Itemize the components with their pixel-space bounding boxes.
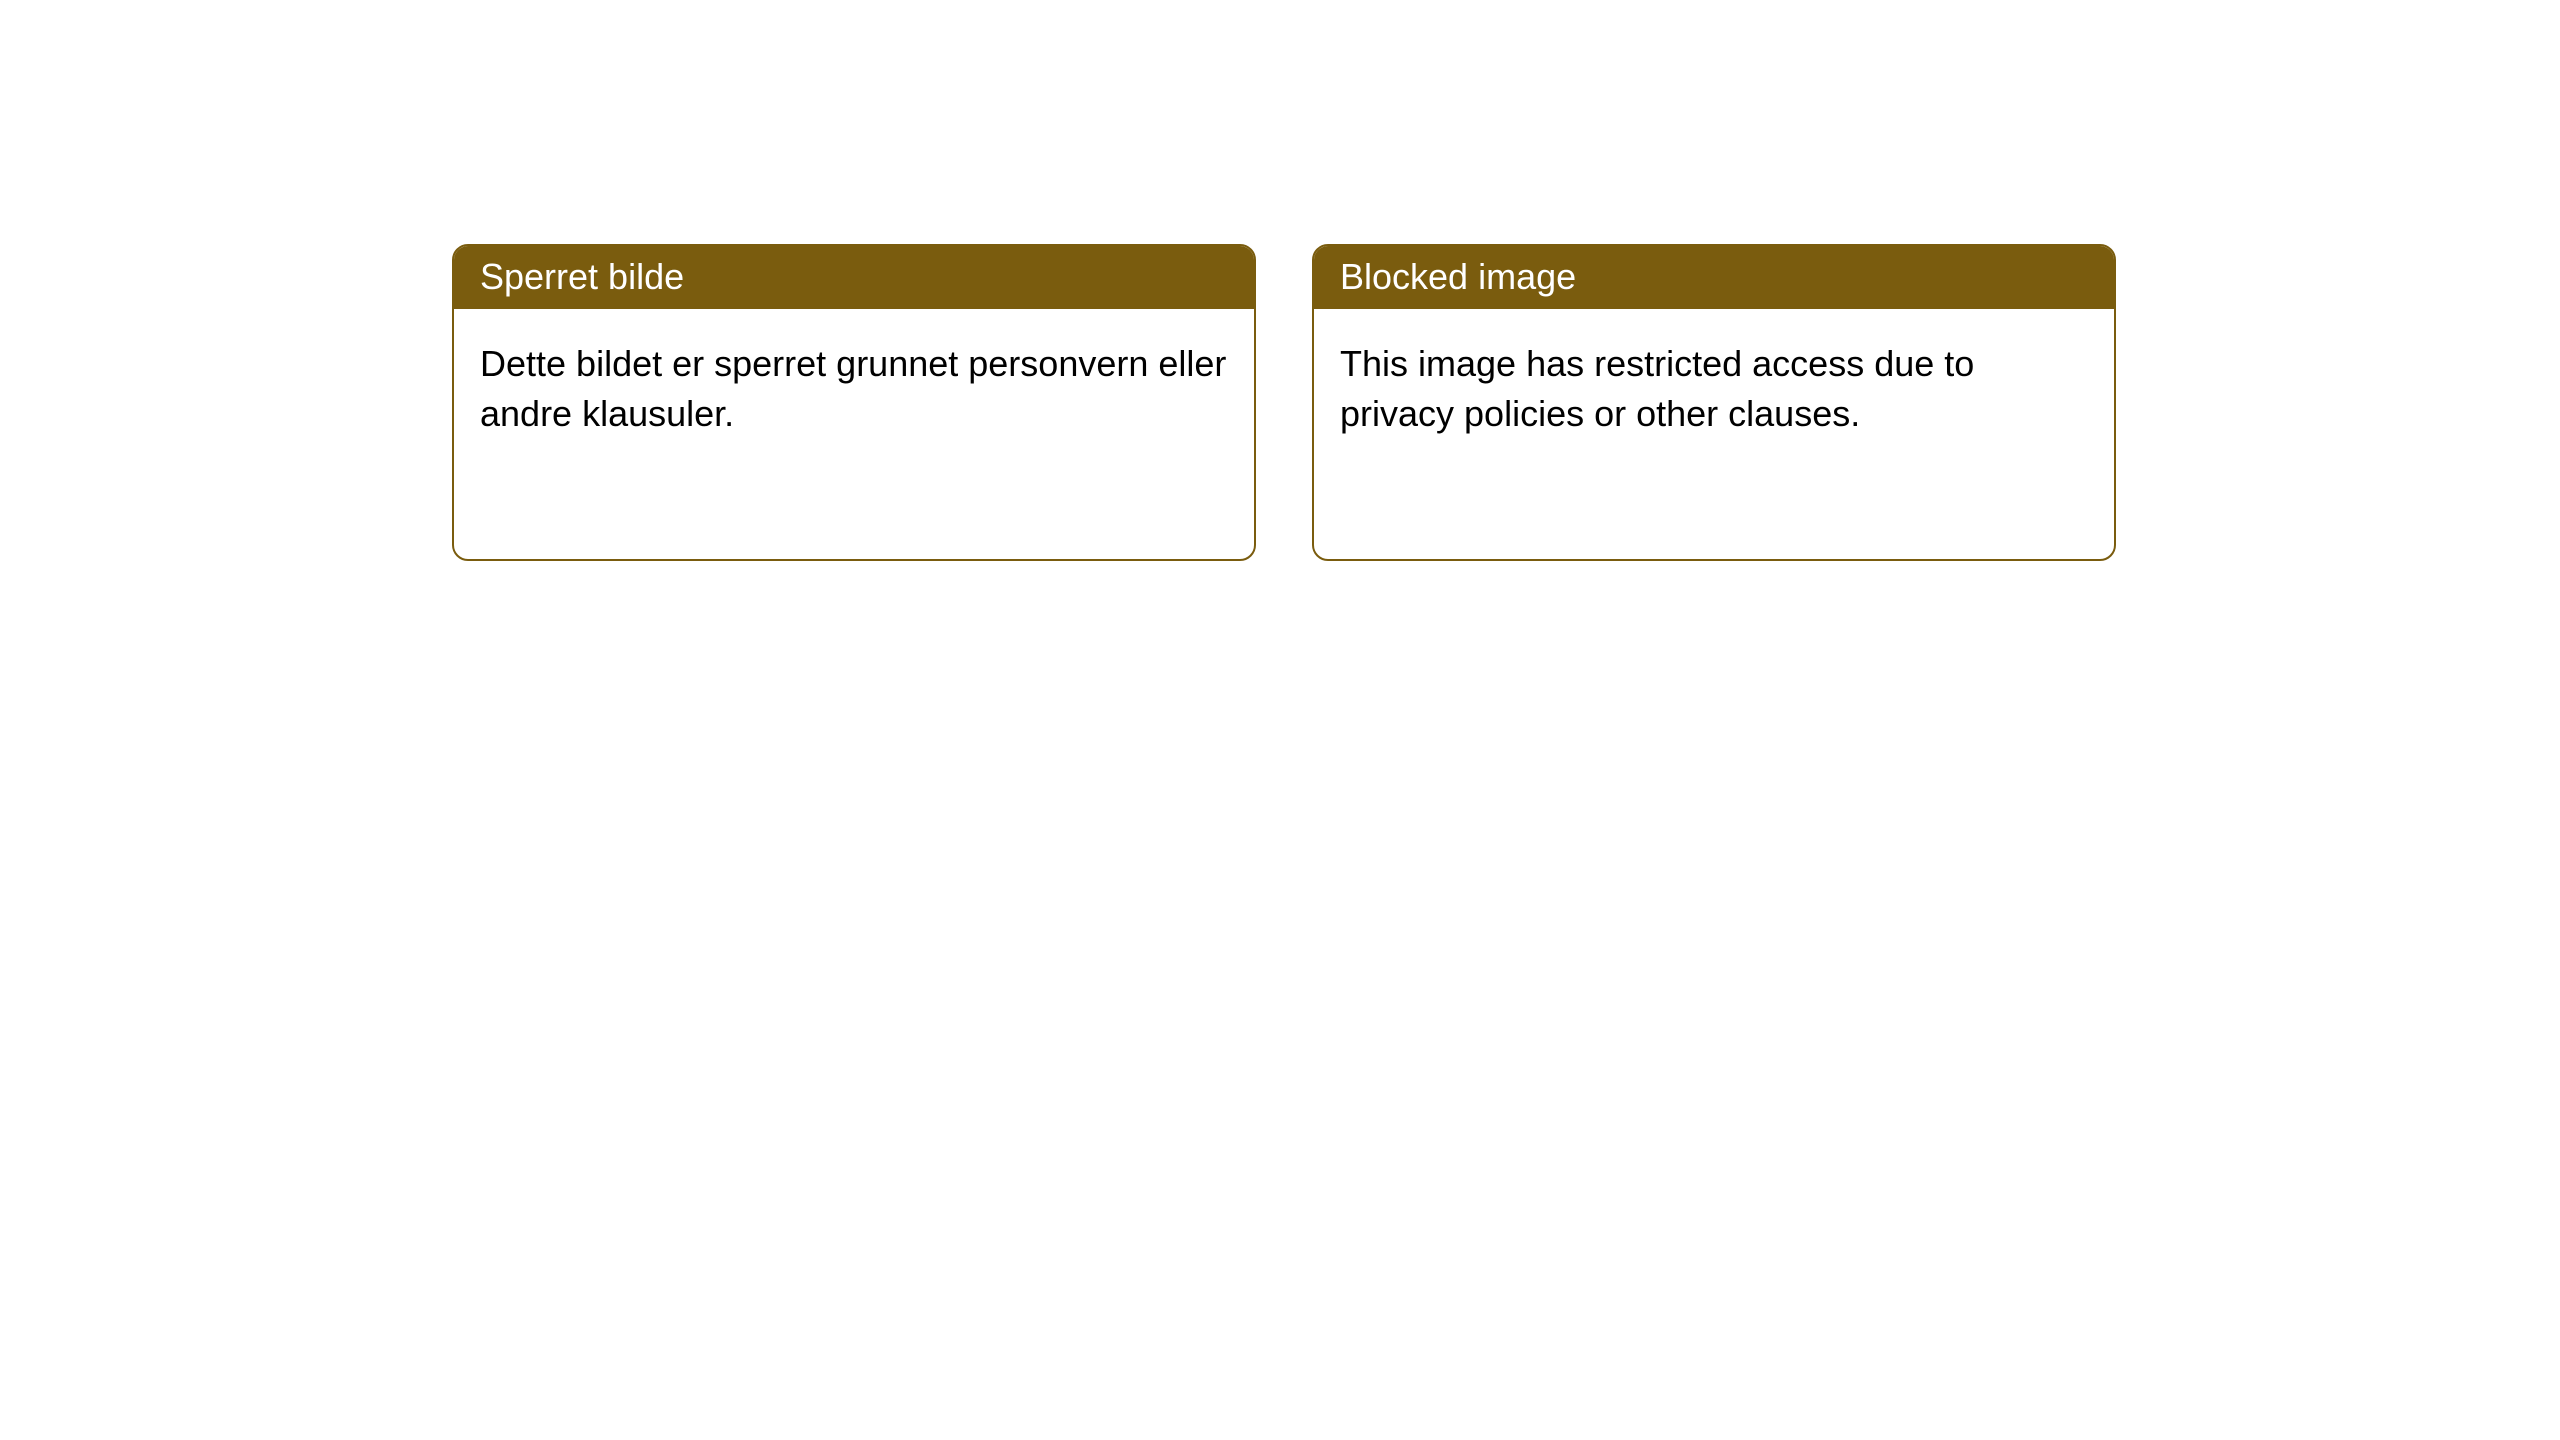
- notice-header: Sperret bilde: [454, 246, 1254, 309]
- notice-card-english: Blocked image This image has restricted …: [1312, 244, 2116, 561]
- notice-body: This image has restricted access due to …: [1314, 309, 2114, 559]
- notice-card-norwegian: Sperret bilde Dette bildet er sperret gr…: [452, 244, 1256, 561]
- notice-header: Blocked image: [1314, 246, 2114, 309]
- notice-container: Sperret bilde Dette bildet er sperret gr…: [0, 0, 2560, 561]
- notice-body: Dette bildet er sperret grunnet personve…: [454, 309, 1254, 559]
